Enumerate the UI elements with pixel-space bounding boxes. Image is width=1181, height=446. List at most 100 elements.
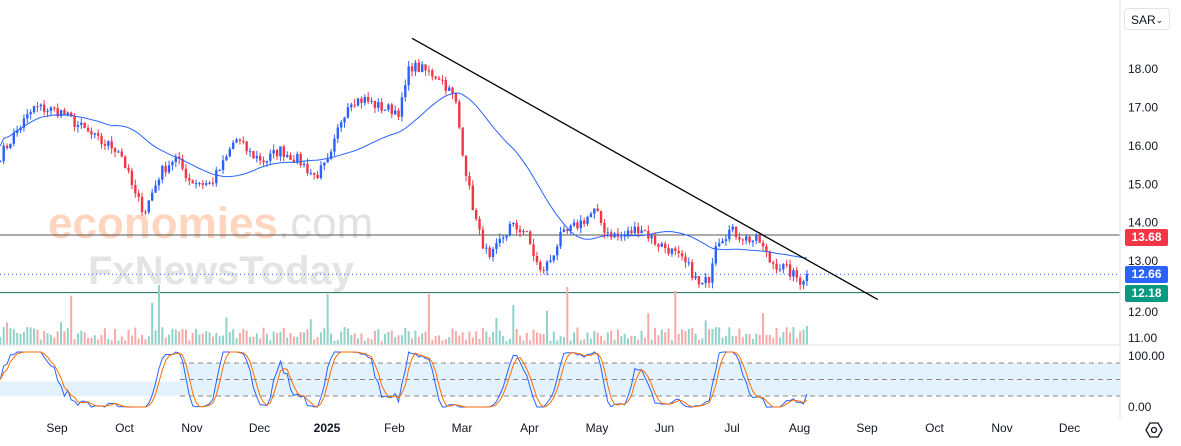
candle-body xyxy=(231,142,235,149)
candle-body xyxy=(29,112,32,115)
candle-body xyxy=(154,185,157,193)
candle-body xyxy=(319,165,323,178)
volume-bar xyxy=(596,332,599,345)
volume-bar xyxy=(438,335,441,345)
y-tick-label: 14.00 xyxy=(1128,216,1158,230)
volume-bar xyxy=(289,333,292,345)
candle-body xyxy=(269,153,272,161)
oscillator-band-left xyxy=(0,381,180,396)
volume-bar xyxy=(664,332,667,345)
volume-bar xyxy=(370,339,373,345)
candle-body xyxy=(454,93,458,102)
candle-body xyxy=(785,264,788,266)
volume-bar xyxy=(49,334,52,345)
candle-body xyxy=(36,106,39,108)
volume-bar xyxy=(134,327,137,345)
candle-body xyxy=(694,276,697,279)
trendline[interactable] xyxy=(411,37,879,301)
volume-bar xyxy=(478,338,481,345)
volume-bar xyxy=(16,332,19,345)
candle-body xyxy=(235,139,238,143)
candle-body xyxy=(636,226,640,234)
candle-body xyxy=(545,261,549,271)
volume-bar xyxy=(161,327,164,345)
volume-bar xyxy=(603,340,606,345)
volume-bar xyxy=(377,329,380,345)
volume-bar xyxy=(677,333,680,345)
candle-body xyxy=(761,242,765,247)
volume-bar xyxy=(768,334,771,345)
candle-body xyxy=(734,226,738,238)
volume-bar xyxy=(532,329,535,345)
candle-body xyxy=(431,70,434,77)
candle-body xyxy=(130,170,134,186)
candle-body xyxy=(687,262,690,264)
candle-body xyxy=(427,70,431,72)
x-tick-label: 2025 xyxy=(314,421,341,435)
candle-body xyxy=(323,162,326,166)
candle-body xyxy=(366,96,370,102)
volume-bar xyxy=(262,327,265,345)
candle-body xyxy=(285,155,289,157)
candle-body xyxy=(218,170,221,172)
volume-bar xyxy=(238,332,241,345)
volume-bar xyxy=(292,336,295,345)
candle-body xyxy=(265,160,269,163)
candle-body xyxy=(262,160,265,163)
candle-body xyxy=(552,255,555,261)
candle-body xyxy=(505,234,508,238)
candle-body xyxy=(630,230,633,234)
candle-body xyxy=(707,276,711,283)
volume-bar xyxy=(616,329,619,345)
osc-tick-label: 0.00 xyxy=(1128,400,1152,414)
volume-bar xyxy=(549,340,552,345)
candle-body xyxy=(272,150,275,154)
candle-body xyxy=(258,156,262,161)
volume-bar xyxy=(46,333,49,345)
candle-body xyxy=(633,226,636,234)
y-tick-label: 15.00 xyxy=(1128,177,1158,191)
volume-bar xyxy=(235,338,238,345)
volume-bar xyxy=(279,331,282,345)
y-tick-label: 17.00 xyxy=(1128,100,1158,114)
stochastic-d-line xyxy=(0,351,808,408)
volume-bar xyxy=(539,333,542,345)
volume-bar xyxy=(654,327,657,345)
volume-bar xyxy=(454,331,457,345)
watermark-com: .com xyxy=(278,199,373,248)
volume-bar xyxy=(12,329,15,345)
candle-body xyxy=(5,145,9,148)
volume-bar xyxy=(721,337,724,345)
volume-bar xyxy=(272,331,275,345)
volume-bar xyxy=(56,331,59,345)
candle-body xyxy=(680,253,684,257)
volume-bar xyxy=(73,339,76,345)
candle-body xyxy=(488,247,491,257)
volume-bar xyxy=(309,319,312,345)
candle-body xyxy=(498,238,501,244)
currency-selector[interactable]: SAR ⌄ xyxy=(1124,8,1170,30)
candle-body xyxy=(46,110,49,112)
candle-body xyxy=(748,236,751,243)
x-tick-label: Mar xyxy=(452,421,473,435)
volume-bar xyxy=(97,339,100,345)
candle-body xyxy=(353,104,356,106)
candle-body xyxy=(208,182,211,184)
candle-body xyxy=(555,246,559,256)
settings-icon[interactable] xyxy=(1145,422,1163,438)
candle-body xyxy=(701,282,704,285)
volume-bar xyxy=(458,335,461,345)
candle-body xyxy=(758,235,761,243)
volume-bar xyxy=(805,325,808,345)
volume-bar xyxy=(586,332,589,345)
candle-body xyxy=(501,237,505,239)
candle-body xyxy=(690,262,694,279)
volume-bar xyxy=(117,340,120,345)
candle-body xyxy=(56,108,59,117)
candle-body xyxy=(245,141,248,152)
candle-body xyxy=(478,219,481,230)
candle-body xyxy=(69,112,73,117)
candle-body xyxy=(383,109,387,111)
